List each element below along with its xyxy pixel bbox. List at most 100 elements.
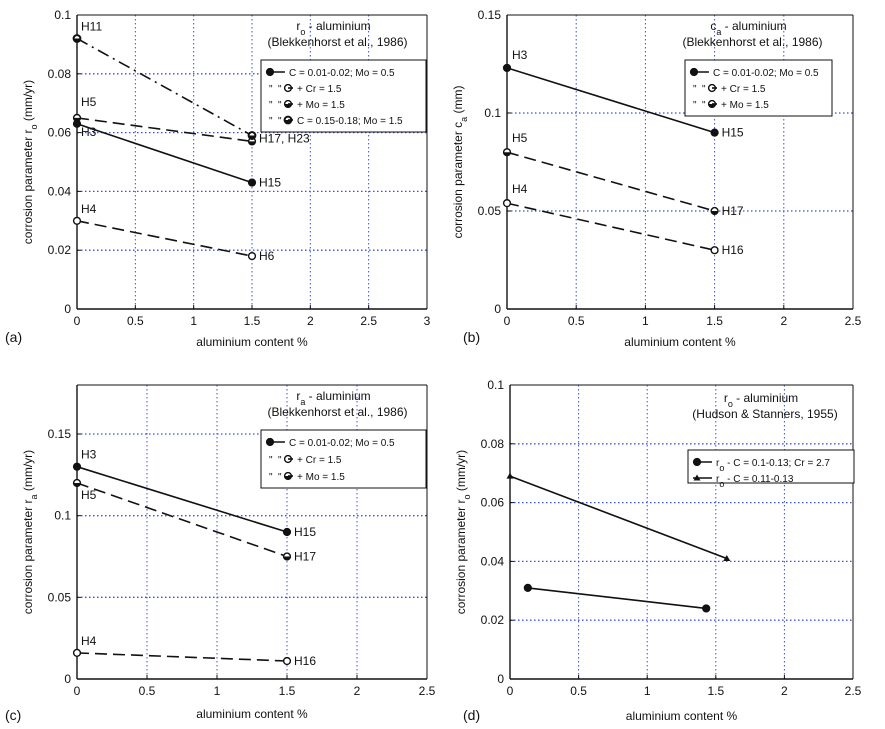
x-tick-label: 1 xyxy=(190,314,197,328)
data-point xyxy=(506,472,514,479)
data-point xyxy=(282,527,292,537)
legend-ditto: " xyxy=(269,455,273,466)
x-tick-label: 0 xyxy=(74,314,81,328)
legend-label: ro - C = 0.1-0.13; Cr = 2.7 xyxy=(716,458,830,473)
legend-label: + Cr = 1.5 xyxy=(297,455,342,466)
legend-ditto: " xyxy=(702,100,706,111)
x-tick-label: 0.5 xyxy=(127,314,144,328)
legend-label: C = 0.01-0.02; Mo = 0.5 xyxy=(289,68,395,79)
y-axis-label: corrosion parameter ro (mm/yr) xyxy=(21,80,39,244)
point-label: H11 xyxy=(81,20,102,34)
series-line-1 xyxy=(76,465,288,533)
legend-ditto: " xyxy=(278,100,282,111)
chart-title: ra - aluminium xyxy=(296,389,370,407)
data-point xyxy=(72,648,82,657)
point-label: H5 xyxy=(81,488,97,502)
legend-ditto: " xyxy=(269,116,273,127)
legend-label: + Mo = 1.5 xyxy=(297,100,345,111)
y-tick-label: 0 xyxy=(494,302,501,316)
panel-label: (c) xyxy=(5,707,21,723)
legend-ditto: " xyxy=(269,84,273,95)
y-tick-label: 0.06 xyxy=(481,496,505,510)
chart-title: ca - aluminium xyxy=(710,19,786,37)
chart-subtitle: (Blekkenhorst et al., 1986) xyxy=(682,35,822,49)
panel-label: (a) xyxy=(5,329,22,345)
point-label: H4 xyxy=(81,202,97,216)
x-tick-label: 0 xyxy=(74,684,81,698)
legend-label: C = 0.01-0.02; Mo = 0.5 xyxy=(289,438,395,449)
panel-label: (b) xyxy=(463,329,480,345)
legend: C = 0.01-0.02; Mo = 0.5 " " + Cr = 1.5 " " + M… xyxy=(260,59,427,133)
data-point xyxy=(247,251,257,261)
data-point xyxy=(247,137,257,146)
panel-label: (d) xyxy=(463,707,480,723)
x-tick-label: 2 xyxy=(781,684,788,698)
point-label: H17 xyxy=(294,550,316,564)
x-tick-label: 2.5 xyxy=(845,314,862,328)
data-point xyxy=(282,656,292,666)
point-label: H3 xyxy=(81,448,97,462)
point-label: H15 xyxy=(294,525,316,539)
legend-label: + Mo = 1.5 xyxy=(297,472,345,483)
x-tick-label: 1 xyxy=(642,314,649,328)
data-point xyxy=(523,583,532,592)
y-tick-label: 0.08 xyxy=(48,67,72,81)
legend-marker xyxy=(693,474,701,481)
y-tick-label: 0.04 xyxy=(48,184,72,198)
data-point-fill xyxy=(711,211,718,215)
legend: ro - C = 0.1-0.13; Cr = 2.7ro - C = 0.11… xyxy=(687,449,855,489)
point-label: H15 xyxy=(259,176,281,190)
point-label: H16 xyxy=(294,654,316,668)
y-tick-label: 0.1 xyxy=(487,378,504,392)
legend-label: + Mo = 1.5 xyxy=(721,100,769,111)
y-tick-label: 0.02 xyxy=(481,613,505,627)
x-tick-label: 1.5 xyxy=(707,684,724,698)
data-point xyxy=(72,216,82,225)
legend-ditto: " xyxy=(269,100,273,111)
legend-marker-fill xyxy=(708,104,716,108)
point-label: H5 xyxy=(81,95,97,109)
series-line-1 xyxy=(76,123,253,184)
panel-c-plot-area xyxy=(77,385,427,679)
y-tick-label: 0.06 xyxy=(48,126,72,140)
panel-c: 0 0.5 1 1.5 2 2.5 0 0.05 0.1 0.15 aluminium conten… xyxy=(21,384,436,721)
x-tick-label: 1 xyxy=(214,684,221,698)
x-tick-label: 1.5 xyxy=(706,314,723,328)
legend-box xyxy=(687,449,855,484)
point-label: H15 xyxy=(722,126,744,140)
legend: C = 0.01-0.02; Mo = 0.5 " " + Cr = 1.5 " " + M… xyxy=(684,59,833,117)
legend-ditto: " xyxy=(278,84,282,95)
data-point xyxy=(72,462,82,471)
y-tick-label: 0.05 xyxy=(48,590,72,604)
legend-ditto: " xyxy=(269,472,273,483)
point-label: H6 xyxy=(259,249,275,263)
y-tick-label: 0.15 xyxy=(478,8,502,22)
x-axis-label: aluminium content % xyxy=(196,335,308,349)
y-tick-label: 0 xyxy=(64,302,71,316)
point-label: H17 xyxy=(722,204,744,218)
y-axis-label: corrosion parameter ro (mm/yr) xyxy=(454,450,472,614)
panel-b-plot-area xyxy=(507,15,853,309)
series-line-2 xyxy=(76,220,253,257)
x-tick-label: 2.5 xyxy=(360,314,377,328)
panel-d-plot-area xyxy=(510,385,853,679)
data-point-fill xyxy=(73,483,81,487)
legend-label: ro - C = 0.11-0.13 xyxy=(716,474,794,489)
legend-label: + Cr = 1.5 xyxy=(721,84,766,95)
chart-subtitle: (Blekkenhorst et al., 1986) xyxy=(267,35,407,49)
point-label: H5 xyxy=(512,131,528,145)
x-tick-label: 0 xyxy=(504,314,511,328)
x-tick-label: 1.5 xyxy=(279,684,296,698)
legend-label: C = 0.01-0.02; Mo = 0.5 xyxy=(713,68,819,79)
chart-subtitle: (Hudson & Stanners, 1955) xyxy=(692,407,837,421)
y-tick-label: 0.08 xyxy=(481,437,505,451)
data-point xyxy=(710,206,719,216)
x-tick-label: 3 xyxy=(424,314,431,328)
legend-marker-fill xyxy=(284,104,292,108)
chart-title: ro - aluminium xyxy=(296,19,370,37)
legend-ditto: " xyxy=(702,84,706,95)
legend-ditto: " xyxy=(278,472,282,483)
legend-label: + Cr = 1.5 xyxy=(297,84,342,95)
panel-b: 0 0.5 1 1.5 2 2.5 0 0.05 0.1 0.15 aluminium conten… xyxy=(451,8,862,349)
